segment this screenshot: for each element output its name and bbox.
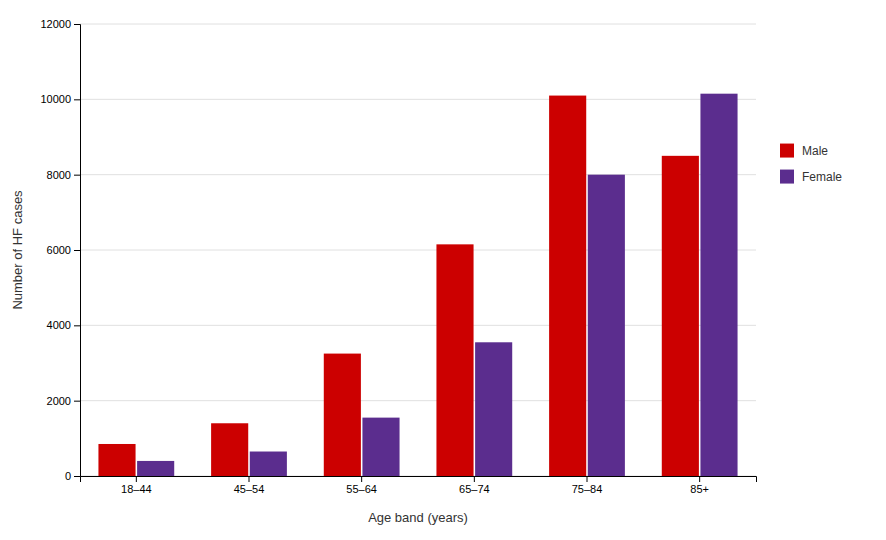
bar	[250, 452, 287, 476]
grid-line	[80, 325, 756, 326]
chart-svg: 0 2000 4000 6000 8000 10000 12000 18–44 45–54 55–…	[0, 0, 886, 540]
y-tick-mark	[74, 250, 80, 251]
x-tick-mark	[474, 476, 475, 482]
x-tick: 18–44	[121, 476, 152, 495]
x-tick-mark	[136, 476, 137, 482]
y-tick-label: 0	[65, 470, 71, 482]
bars	[98, 94, 737, 476]
y-tick-label: 8000	[47, 169, 71, 181]
x-tick: 85+	[690, 476, 709, 495]
bar	[98, 444, 135, 476]
x-tick: 75–84	[572, 476, 603, 495]
x-tick-label: 85+	[690, 483, 709, 495]
bar	[662, 156, 699, 476]
bar	[475, 342, 512, 476]
bar	[436, 244, 473, 476]
legend-swatch	[780, 144, 794, 158]
x-tick-mark	[361, 476, 362, 482]
grid-line	[80, 24, 756, 25]
x-tick: 45–54	[234, 476, 265, 495]
y-tick: 0	[65, 470, 80, 482]
x-tick-label: 45–54	[234, 483, 265, 495]
x-axis: 18–44 45–54 55–64 65–74 75–84 85+	[81, 476, 757, 495]
x-tick-mark	[587, 476, 588, 482]
bar	[549, 96, 586, 476]
legend-item: Male	[780, 144, 828, 158]
y-tick: 2000	[47, 395, 80, 407]
legend-swatch	[780, 170, 794, 184]
x-tick: 55–64	[346, 476, 377, 495]
y-tick: 6000	[47, 244, 80, 256]
legend-label: Male	[802, 144, 828, 158]
y-axis: 0 2000 4000 6000 8000 10000 12000	[40, 18, 80, 482]
legend-item: Female	[780, 170, 842, 184]
legend-label: Female	[802, 170, 842, 184]
grid-line	[80, 174, 756, 175]
bar	[324, 354, 361, 476]
bar	[588, 175, 625, 476]
y-tick-mark	[74, 175, 80, 176]
y-tick-label: 10000	[40, 93, 71, 105]
bar	[700, 94, 737, 476]
y-tick-label: 2000	[47, 395, 71, 407]
y-tick-mark	[74, 325, 80, 326]
bar	[362, 418, 399, 476]
x-tick: 65–74	[459, 476, 490, 495]
y-tick-mark	[74, 401, 80, 402]
legend: Male Female	[780, 144, 842, 184]
y-tick-label: 4000	[47, 319, 71, 331]
y-tick: 10000	[40, 93, 80, 105]
grid	[80, 24, 756, 476]
y-tick-mark	[74, 99, 80, 100]
x-tick-label: 65–74	[459, 483, 490, 495]
y-tick-mark	[74, 476, 80, 477]
x-tick-label: 18–44	[121, 483, 152, 495]
x-tick-mark	[699, 476, 700, 482]
y-tick: 4000	[47, 319, 80, 331]
grid-line	[80, 250, 756, 251]
y-tick: 12000	[40, 18, 80, 30]
grid-line	[80, 400, 756, 401]
y-axis-title: Number of HF cases	[10, 190, 25, 310]
y-tick: 8000	[47, 169, 80, 181]
bar-series	[98, 96, 698, 476]
x-axis-title: Age band (years)	[368, 510, 468, 525]
x-tick-label: 75–84	[572, 483, 603, 495]
grid-line	[80, 99, 756, 100]
y-tick-label: 6000	[47, 244, 71, 256]
y-tick-label: 12000	[40, 18, 71, 30]
x-axis-line	[81, 477, 757, 483]
plot-area: 0 2000 4000 6000 8000 10000 12000 18–44 45–54 55–…	[10, 18, 757, 525]
y-tick-mark	[74, 24, 80, 25]
y-axis-line	[74, 25, 81, 477]
bar-series	[137, 94, 737, 476]
chart-container: 0 2000 4000 6000 8000 10000 12000 18–44 45–54 55–…	[0, 0, 886, 540]
bar	[137, 461, 174, 476]
x-tick-mark	[249, 476, 250, 482]
x-tick-label: 55–64	[346, 483, 377, 495]
bar	[211, 423, 248, 476]
